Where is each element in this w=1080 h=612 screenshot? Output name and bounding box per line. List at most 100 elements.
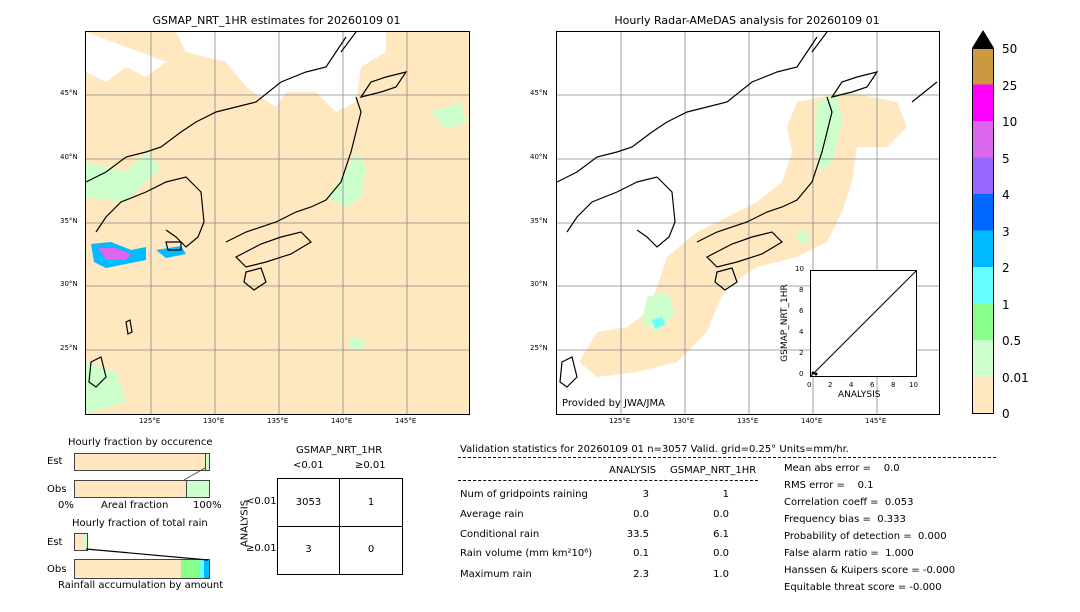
stat-analysis: 33.5 [626, 529, 649, 540]
colorbar-extend-arrow [972, 30, 994, 48]
cb-label-1: 1 [1002, 298, 1010, 312]
contingency-col1: <0.01 [293, 460, 324, 471]
total-obs-label: Obs [47, 564, 67, 575]
contingency-col2: ≥0.01 [355, 460, 386, 471]
inset-xtick-4: 4 [849, 381, 854, 389]
stat-gsmap: 0.0 [713, 548, 729, 559]
left-lon-label-135: 135°E [267, 417, 289, 425]
stat-label: Rain volume (mm km²10⁶) [460, 548, 593, 559]
cb-label-25: 25 [1002, 79, 1018, 93]
right-lon-label-125: 125°E [609, 417, 631, 425]
left-map-canvas [86, 32, 469, 414]
colorbar-swatch [972, 84, 994, 122]
colorbar-swatch [972, 303, 994, 341]
score-ets: Equitable threat score = -0.000 [784, 582, 942, 593]
right-lon-label-135: 135°E [737, 417, 759, 425]
score-rms: RMS error = 0.1 [784, 480, 874, 491]
validation-header: Validation statistics for 20260109 01 n=… [460, 444, 849, 455]
inset-ytick-10: 10 [795, 265, 804, 273]
inset-ytick-2: 2 [799, 349, 804, 357]
cb-label-50: 50 [1002, 42, 1018, 56]
score-far: False alarm ratio = 1.000 [784, 548, 914, 559]
left-lat-label-35: 35°N [60, 217, 78, 225]
left-lon-label-130: 130°E [203, 417, 225, 425]
cb-label-0.01: 0.01 [1002, 371, 1029, 385]
inset-scatter-canvas [810, 270, 917, 377]
contingency-grid: 3053 1 3 0 [277, 478, 403, 575]
cb-label-3: 3 [1002, 225, 1010, 239]
inset-scatter [810, 270, 917, 377]
stat-label: Num of gridpoints raining [460, 489, 588, 500]
stat-label: Maximum rain [460, 569, 532, 580]
scatter-point [811, 371, 815, 375]
cb-label-2: 2 [1002, 261, 1010, 275]
occ-connector [183, 467, 206, 481]
left-lat-label-30: 30°N [60, 280, 78, 288]
left-lon-label-145: 145°E [395, 417, 417, 425]
cb-label-0.5: 0.5 [1002, 334, 1022, 348]
scatter-point [814, 372, 818, 376]
inset-xtick-2: 2 [828, 381, 833, 389]
contingency-row1: <0.01 [246, 496, 277, 507]
colorbar-swatch [972, 340, 994, 377]
fraction-axis-mid: Areal fraction [101, 500, 169, 511]
contingency-cell-12: 1 [367, 497, 375, 508]
stat-analysis: 2.3 [633, 569, 649, 580]
left-map [85, 31, 470, 415]
inset-xtick-8: 8 [891, 381, 896, 389]
total-est-label: Est [47, 537, 63, 548]
inset-ytick-8: 8 [799, 286, 804, 294]
right-lat-label-30: 30°N [530, 280, 548, 288]
col-analysis: ANALYSIS [609, 465, 657, 476]
stat-gsmap: 1.0 [713, 569, 729, 580]
data-credit: Provided by JWA/JMA [562, 398, 665, 409]
stat-analysis: 0.1 [633, 548, 649, 559]
validation-subdivider [458, 480, 758, 481]
fraction-total-title: Hourly fraction of total rain [72, 518, 208, 529]
inset-xtick-6: 6 [870, 381, 875, 389]
cb-label-5: 5 [1002, 152, 1010, 166]
stat-label: Average rain [460, 509, 524, 520]
right-lat-label-45: 45°N [530, 89, 548, 97]
contingency-cell-11: 3053 [295, 497, 322, 508]
right-map: Provided by JWA/JMA [556, 31, 940, 415]
fraction-occ-title: Hourly fraction by occurence [68, 437, 213, 448]
left-map-title: GSMAP_NRT_1HR estimates for 20260109 01 [152, 14, 401, 27]
stat-analysis: 3 [642, 489, 649, 500]
left-lat-label-45: 45°N [60, 89, 78, 97]
left-lat-label-25: 25°N [60, 344, 78, 352]
fraction-est-label: Est [47, 456, 63, 467]
score-hk: Hanssen & Kuipers score = -0.000 [784, 565, 956, 576]
left-lat-label-40: 40°N [60, 153, 78, 161]
inset-xtick-10: 10 [909, 381, 918, 389]
validation-divider [458, 457, 996, 458]
inset-ytick-0: 0 [799, 370, 804, 378]
cb-label-4: 4 [1002, 188, 1010, 202]
colorbar-swatch [972, 194, 994, 231]
right-lat-label-40: 40°N [530, 153, 548, 161]
stat-gsmap: 1 [722, 489, 729, 500]
right-lat-label-25: 25°N [530, 344, 548, 352]
score-bias: Frequency bias = 0.333 [784, 514, 906, 525]
left-lon-label-140: 140°E [331, 417, 353, 425]
colorbar-canvas [972, 30, 994, 414]
inset-ytick-6: 6 [799, 307, 804, 315]
right-lon-label-140: 140°E [801, 417, 823, 425]
left-lon-label-125: 125°E [139, 417, 161, 425]
score-pod: Probability of detection = 0.000 [784, 531, 947, 542]
colorbar-swatch [972, 157, 994, 195]
no-data-region [86, 32, 386, 112]
contingency-cell-21: 3 [305, 544, 312, 555]
inset-xlabel: ANALYSIS [838, 390, 881, 400]
score-corr: Correlation coeff = 0.053 [784, 497, 914, 508]
fraction-axis-right: 100% [193, 500, 222, 511]
right-lat-label-35: 35°N [530, 217, 548, 225]
stat-gsmap: 0.0 [713, 509, 729, 520]
colorbar-swatch [972, 230, 994, 268]
right-map-title: Hourly Radar-AMeDAS analysis for 2026010… [614, 14, 880, 27]
cb-label-0: 0 [1002, 407, 1010, 421]
total-connector [85, 548, 209, 561]
occ-bar-obs [74, 480, 210, 498]
contingency-row2: ≥0.01 [246, 543, 277, 554]
right-lon-label-130: 130°E [673, 417, 695, 425]
